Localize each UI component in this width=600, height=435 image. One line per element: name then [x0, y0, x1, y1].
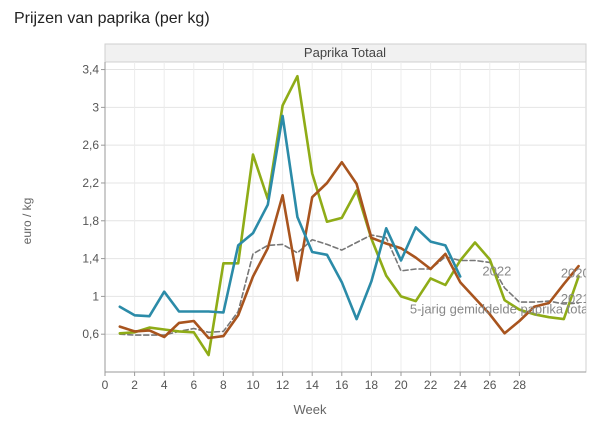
series-line-2021 — [118, 74, 580, 357]
y-tick-label: 3 — [92, 100, 99, 114]
x-tick-label: 8 — [220, 378, 227, 392]
series-line-2020 — [118, 160, 580, 340]
y-tick-label: 2,6 — [82, 138, 99, 152]
x-axis-title: Week — [294, 402, 327, 417]
plot-panel — [104, 61, 587, 373]
x-tick-label: 28 — [513, 378, 527, 392]
x-tick-label: 20 — [394, 378, 408, 392]
series-line-2022 — [118, 114, 462, 321]
facet-title: Paprika Totaal — [304, 45, 386, 60]
x-tick-label: 10 — [246, 378, 260, 392]
series-label: 5-jarig gemiddelde paprika totaal — [410, 301, 599, 316]
y-tick-label: 1,4 — [82, 252, 99, 266]
x-tick-label: 6 — [190, 378, 197, 392]
x-tick-label: 14 — [306, 378, 320, 392]
y-tick-label: 0,6 — [82, 327, 99, 341]
x-tick-label: 2 — [131, 378, 138, 392]
x-tick-label: 12 — [276, 378, 290, 392]
y-axis-title: euro / kg — [20, 198, 34, 245]
x-tick-label: 4 — [161, 378, 168, 392]
series-line-5-jarig-gemiddelde-paprika-totaal — [119, 234, 580, 336]
series-label: 2021 — [561, 291, 590, 306]
y-tick-label: 1 — [92, 289, 99, 303]
y-tick-label: 2,2 — [82, 176, 99, 190]
axes: 0,611,41,82,22,633,40 2 4 6 8 10 12 14 16 18 20 22 2… — [82, 62, 586, 392]
series-label: 2022 — [482, 264, 511, 279]
x-tick-label: 24 — [454, 378, 468, 392]
y-tick-label: 3,4 — [82, 63, 99, 77]
series-lines — [118, 74, 580, 357]
x-tick-label: 26 — [483, 378, 497, 392]
y-tick-label: 1,8 — [82, 214, 99, 228]
x-tick-label: 16 — [335, 378, 349, 392]
x-tick-label: 22 — [424, 378, 438, 392]
series-label: 2020 — [561, 265, 590, 280]
x-tick-label: 18 — [365, 378, 379, 392]
page-title: Prijzen van paprika (per kg) — [14, 10, 210, 27]
x-tick-label: 0 — [102, 378, 109, 392]
